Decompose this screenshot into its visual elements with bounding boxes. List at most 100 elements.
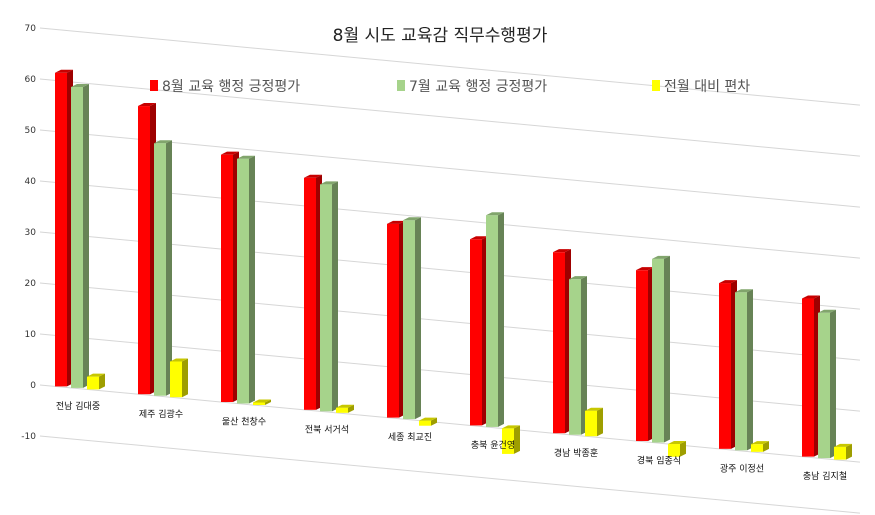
bar-series2-front <box>818 312 830 459</box>
bar-series2-top <box>403 217 421 221</box>
bar-series3-top <box>419 417 437 421</box>
bar-series2-top <box>320 181 338 185</box>
bar-series1 <box>304 174 322 410</box>
legend-swatch <box>652 80 660 91</box>
y-tick-label: 10 <box>25 330 37 340</box>
bar-series3-top <box>668 441 686 445</box>
bar-series3 <box>419 417 437 426</box>
bar-series2 <box>320 181 338 412</box>
bar-series1-front <box>802 298 814 457</box>
bar-series3 <box>502 425 520 454</box>
bar-series2-front <box>652 258 664 443</box>
bar-series1-front <box>138 106 150 395</box>
bars <box>55 69 852 460</box>
bar-series3 <box>668 441 686 457</box>
bar-series2-top <box>71 84 89 88</box>
legend-swatch <box>397 80 405 91</box>
bar-series3-front <box>419 420 431 426</box>
bar-series2 <box>818 309 836 459</box>
bar-series2-side <box>498 212 504 427</box>
bar-series1-top <box>470 236 488 240</box>
y-tick-label: 60 <box>25 75 37 85</box>
bar-series3 <box>336 404 354 413</box>
bar-series3-side <box>348 404 354 413</box>
bar-series2-top <box>486 212 504 216</box>
x-category-label: 세종 최교진 <box>388 432 432 443</box>
y-tick-label: 70 <box>25 24 37 34</box>
bar-series3-top <box>585 407 603 411</box>
bar-series2-front <box>237 158 249 404</box>
legend-item: 전월 대비 편차 <box>652 79 750 95</box>
x-category-label: 충북 윤건영 <box>471 440 515 451</box>
bar-series3-front <box>668 444 680 457</box>
x-category-label: 전북 서거석 <box>305 424 349 435</box>
bar-series1 <box>221 151 239 403</box>
bar-series2-front <box>320 184 332 412</box>
bar-series3-side <box>431 417 437 426</box>
gridline <box>39 180 861 259</box>
bar-series1-front <box>55 72 67 387</box>
legend-swatch <box>150 80 158 91</box>
bar-series3-side <box>597 407 603 437</box>
bar-series1-top <box>138 103 156 107</box>
x-category-label: 울산 천창수 <box>222 417 266 428</box>
x-category-label: 경북 임종식 <box>637 455 681 467</box>
bar-series2 <box>735 289 753 451</box>
legend-label: 전월 대비 편차 <box>664 79 750 95</box>
gridline <box>39 129 861 208</box>
bar-series2 <box>154 140 172 396</box>
bar-series3 <box>751 441 769 452</box>
x-category-label: 광주 이정선 <box>720 462 764 474</box>
gridline <box>39 78 861 157</box>
bar-series1 <box>138 103 156 395</box>
bar-series2-side <box>249 155 255 404</box>
bar-series1-front <box>719 283 731 449</box>
bar-series2-top <box>735 289 753 293</box>
legend-label: 8월 교육 행정 긍정평가 <box>162 79 300 95</box>
legend-label: 7월 교육 행정 긍정평가 <box>409 79 547 95</box>
bar-series2-top <box>237 155 255 159</box>
bar-series3-front <box>87 376 99 390</box>
bar-series1 <box>802 295 820 457</box>
y-tick-label: 50 <box>25 126 37 136</box>
bar-series3-top <box>253 399 271 403</box>
bar-series1 <box>636 267 654 442</box>
bar-series2-side <box>830 309 836 459</box>
bar-series2-front <box>154 143 166 396</box>
bar-series3-side <box>763 441 769 452</box>
bar-series2 <box>403 217 421 420</box>
bar-series3 <box>585 407 603 437</box>
bar-series2-side <box>332 181 338 412</box>
bar-series3 <box>253 399 271 406</box>
bar-series1-front <box>304 177 316 410</box>
bar-series2-top <box>154 140 172 144</box>
bar-series2 <box>569 276 587 435</box>
bar-series1-front <box>636 270 648 442</box>
bar-series2-side <box>581 276 587 435</box>
bar-series1-top <box>802 295 820 299</box>
bar-series3-front <box>585 410 597 437</box>
bar-series2 <box>237 155 255 404</box>
bar-series2 <box>71 84 89 388</box>
bar-series3-top <box>87 373 105 377</box>
bar-series1-front <box>470 239 482 426</box>
bar-series3-front <box>751 444 763 452</box>
bar-series1-top <box>55 69 73 73</box>
bar-series3-side <box>265 399 271 406</box>
bar-series3-side <box>846 443 852 460</box>
gridlines <box>39 27 861 514</box>
bar-series2-front <box>71 87 83 388</box>
bar-series3-top <box>834 443 852 447</box>
bar-series1-top <box>719 280 737 284</box>
y-tick-label: -10 <box>21 432 36 442</box>
bar-series3-front <box>834 446 846 460</box>
bar-series2-front <box>735 292 747 451</box>
bar-series3-front <box>253 402 265 406</box>
bar-series1 <box>553 249 571 434</box>
bar-series3-side <box>680 441 686 457</box>
x-category-label: 제주 김광수 <box>139 408 183 420</box>
bar-series2-front <box>486 215 498 427</box>
chart-title: 8월 시도 교육감 직무수행평가 <box>333 26 548 46</box>
